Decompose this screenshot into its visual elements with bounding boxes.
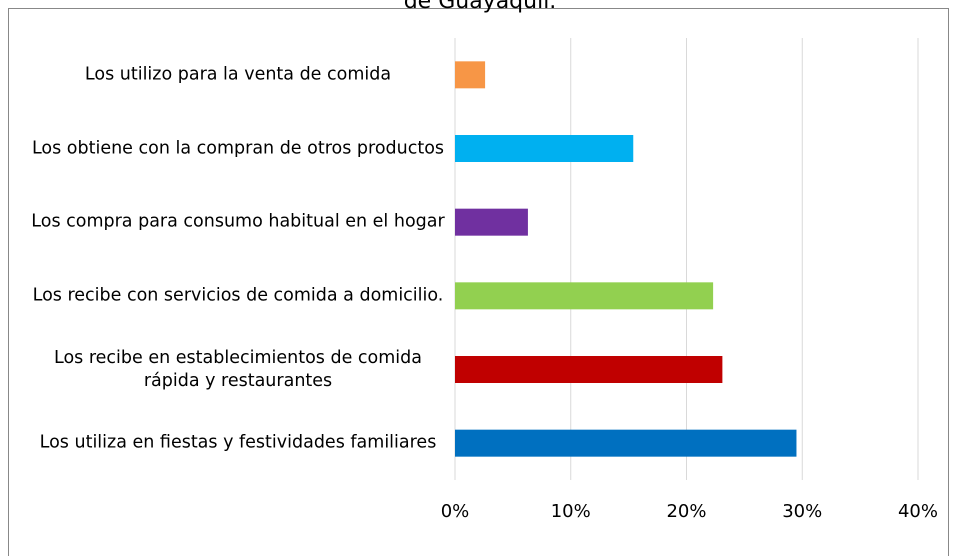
- y-tick-label: Los utiliza en fiestas y festividades fa…: [39, 432, 437, 453]
- x-tick-label: 20%: [666, 501, 706, 522]
- x-tick-label: 40%: [898, 501, 938, 522]
- bar: [455, 429, 797, 457]
- bar: [455, 282, 714, 310]
- bar: [455, 135, 634, 162]
- y-tick-label: Los utilizo para la venta de comida: [84, 64, 392, 85]
- y-tick-label: Los recibe con servicios de comida a dom…: [32, 285, 444, 306]
- y-tick-label: Los compra para consumo habitual en el h…: [31, 211, 445, 232]
- x-tick-label: 0%: [441, 501, 470, 522]
- y-tick-label: Los obtiene con la compran de otros prod…: [31, 138, 445, 158]
- bar: [455, 208, 528, 236]
- x-tick-label: 10%: [551, 501, 591, 522]
- bar: [455, 356, 723, 383]
- bar: [455, 61, 486, 89]
- chart-frame: [8, 8, 949, 556]
- x-tick-label: 30%: [782, 501, 822, 522]
- y-tick-label: Los recibe en establecimientos de comida…: [54, 347, 422, 391]
- chart-title: de Guayaquil.: [404, 0, 557, 14]
